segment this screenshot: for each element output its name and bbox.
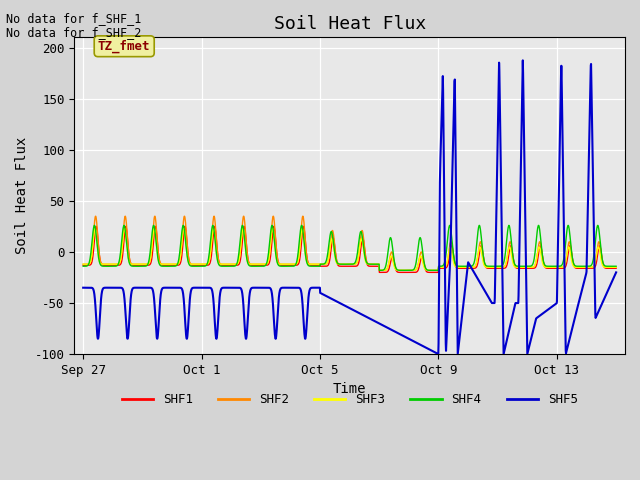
Text: No data for f_SHF_2: No data for f_SHF_2 [6, 26, 142, 39]
Title: Soil Heat Flux: Soil Heat Flux [273, 15, 426, 33]
X-axis label: Time: Time [333, 383, 366, 396]
Y-axis label: Soil Heat Flux: Soil Heat Flux [15, 137, 29, 254]
Legend: SHF1, SHF2, SHF3, SHF4, SHF5: SHF1, SHF2, SHF3, SHF4, SHF5 [116, 388, 583, 411]
Text: TZ_fmet: TZ_fmet [98, 39, 150, 53]
Text: No data for f_SHF_1: No data for f_SHF_1 [6, 12, 142, 25]
